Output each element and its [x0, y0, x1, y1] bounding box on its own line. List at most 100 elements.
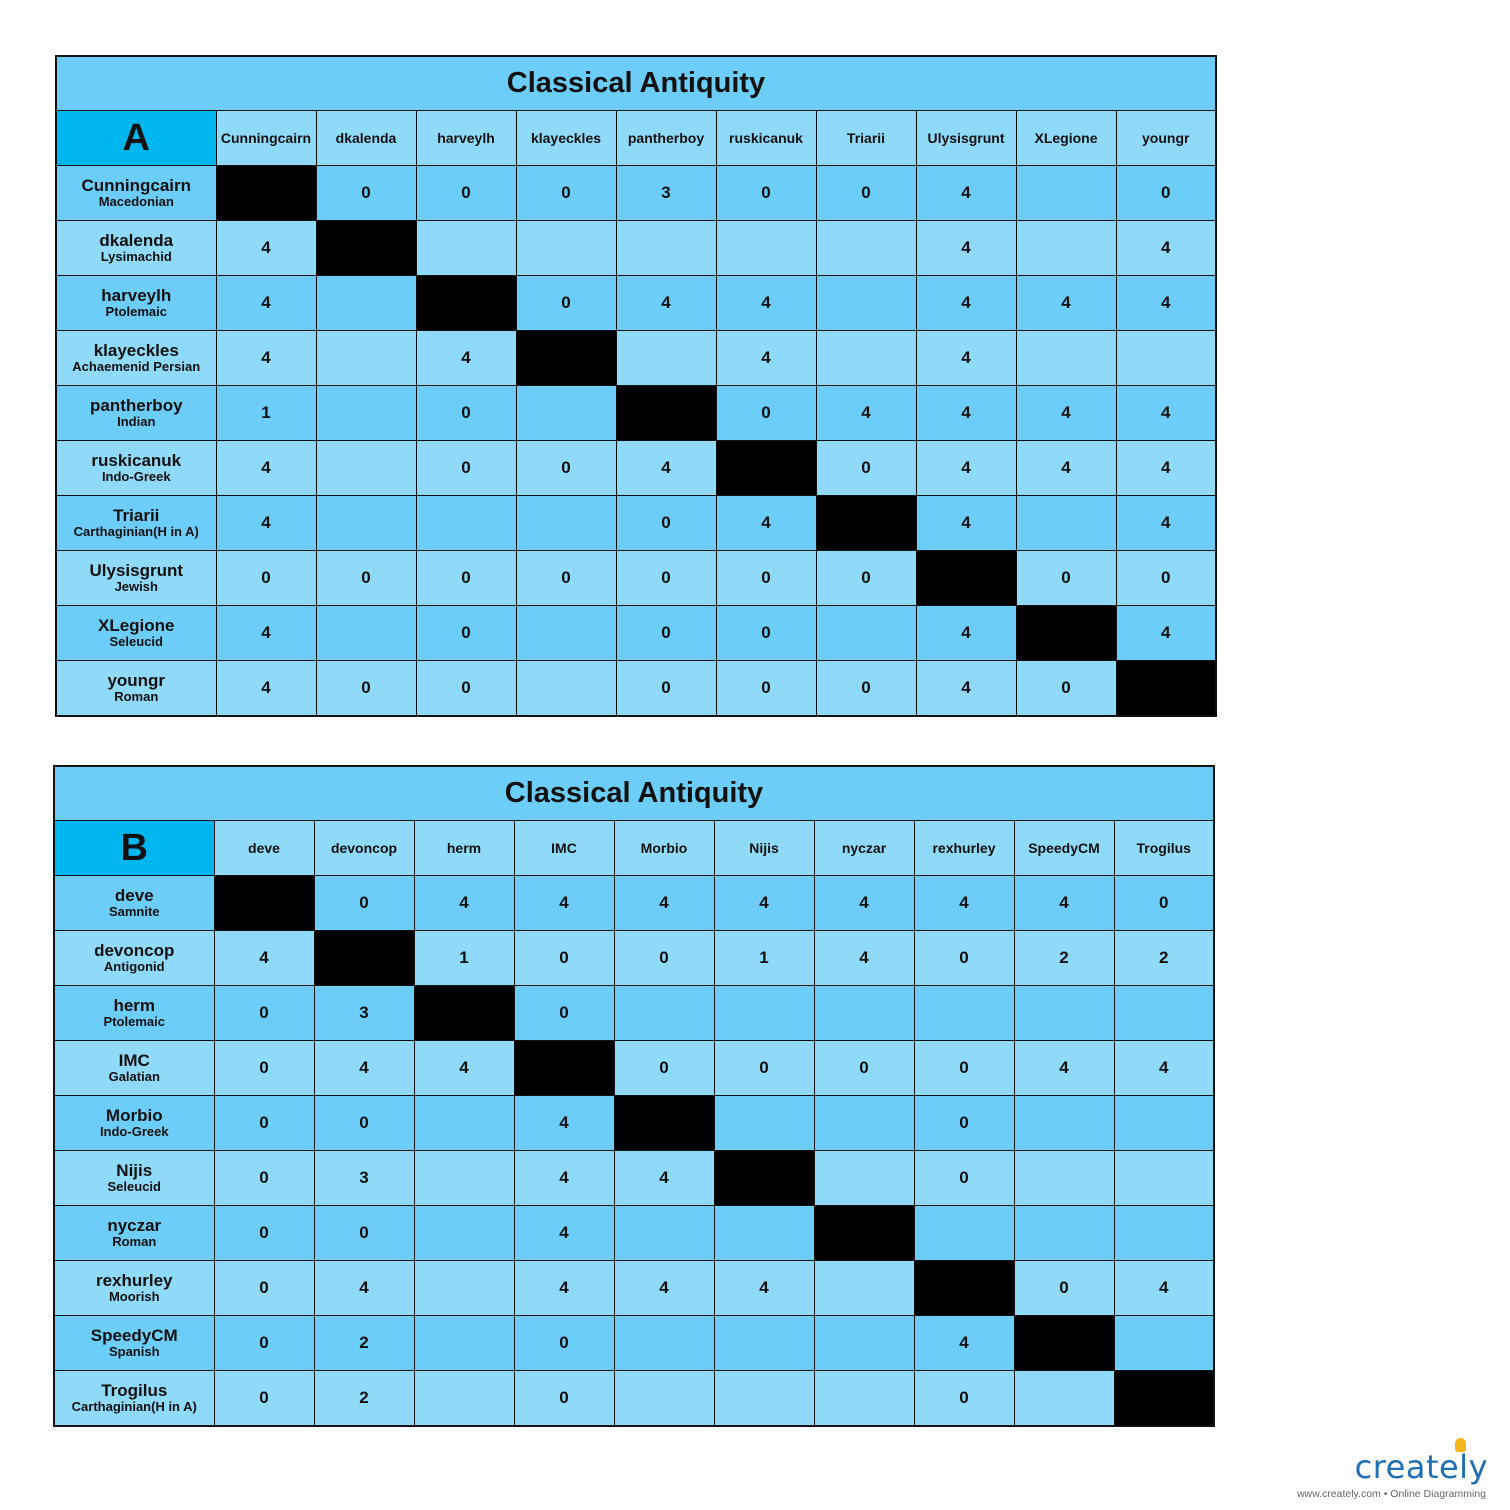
row-header: SpeedyCM Spanish	[53, 1315, 215, 1371]
score-cell: 0	[913, 1095, 1015, 1151]
logo-tagline: www.creately.com • Online Diagramming	[1296, 1488, 1486, 1500]
score-cell: 0	[213, 1095, 315, 1151]
column-header: harveylh	[415, 110, 517, 166]
score-cell: 0	[813, 1040, 915, 1096]
score-cell	[615, 220, 717, 276]
score-cell	[1113, 985, 1215, 1041]
row-header: dkalenda Lysimachid	[55, 220, 217, 276]
score-cell: 0	[913, 930, 1015, 986]
score-cell: 2	[1113, 930, 1215, 986]
table-row: deve Samnite 0 4 4 4 4 4 4 4 0	[53, 875, 1215, 931]
score-cell	[615, 330, 717, 386]
score-cell	[315, 605, 417, 661]
score-cell: 0	[515, 275, 617, 331]
score-cell: 4	[1013, 875, 1115, 931]
score-cell	[713, 1205, 815, 1261]
player-name: nyczar	[107, 1215, 162, 1235]
row-header: rexhurley Moorish	[53, 1260, 215, 1316]
diagonal-cell	[815, 495, 917, 551]
row-header: Ulysisgrunt Jewish	[55, 550, 217, 606]
player-name: IMC	[118, 1050, 150, 1070]
score-cell: 4	[915, 220, 1017, 276]
score-cell: 0	[815, 550, 917, 606]
score-cell: 3	[313, 1150, 415, 1206]
column-header: Trogilus	[1113, 820, 1215, 876]
player-name: dkalenda	[99, 230, 174, 250]
score-cell: 0	[713, 1040, 815, 1096]
column-header: SpeedyCM	[1013, 820, 1115, 876]
score-cell	[1113, 1205, 1215, 1261]
column-header: Ulysisgrunt	[915, 110, 1017, 166]
score-cell: 3	[615, 165, 717, 221]
score-cell: 0	[213, 1150, 315, 1206]
score-cell: 0	[715, 660, 817, 717]
score-cell: 4	[215, 605, 317, 661]
diagonal-cell	[413, 985, 515, 1041]
table-row: Ulysisgrunt Jewish 0 0 0 0 0 0 0 0 0	[55, 550, 1217, 606]
score-cell: 4	[1115, 275, 1217, 331]
score-cell: 4	[413, 1040, 515, 1096]
score-cell	[315, 495, 417, 551]
score-cell: 0	[313, 875, 415, 931]
faction-name: Roman	[114, 689, 159, 705]
score-cell: 0	[615, 550, 717, 606]
score-cell: 0	[415, 605, 517, 661]
score-cell: 0	[715, 550, 817, 606]
score-cell: 0	[315, 660, 417, 717]
score-cell: 4	[413, 875, 515, 931]
diagonal-cell	[1015, 605, 1117, 661]
score-cell	[413, 1260, 515, 1316]
score-cell: 4	[1115, 385, 1217, 441]
player-name: herm	[113, 995, 156, 1015]
score-cell: 0	[1115, 550, 1217, 606]
column-header: deve	[213, 820, 315, 876]
table-row: klayeckles Achaemenid Persian 4 4 4 4	[55, 330, 1217, 386]
score-cell: 0	[513, 985, 615, 1041]
table-row: pantherboy Indian 1 0 0 4 4 4 4	[55, 385, 1217, 441]
column-header: Triarii	[815, 110, 917, 166]
score-cell: 1	[215, 385, 317, 441]
score-cell: 0	[415, 660, 517, 717]
score-cell: 0	[1115, 165, 1217, 221]
score-cell: 0	[415, 550, 517, 606]
score-cell: 0	[313, 1095, 415, 1151]
diagonal-cell	[1113, 1370, 1215, 1427]
score-cell	[415, 220, 517, 276]
score-cell: 4	[1115, 220, 1217, 276]
group-label: B	[53, 820, 215, 876]
table-title: Classical Antiquity	[53, 765, 1215, 821]
score-cell: 0	[213, 1370, 315, 1427]
lightbulb-icon	[1455, 1438, 1466, 1452]
faction-name: Indian	[117, 414, 156, 430]
score-cell	[515, 220, 617, 276]
score-cell	[813, 985, 915, 1041]
faction-name: Indo-Greek	[101, 469, 171, 485]
column-header: Morbio	[613, 820, 715, 876]
score-cell	[1113, 1315, 1215, 1371]
score-cell	[813, 1095, 915, 1151]
row-header: Morbio Indo-Greek	[53, 1095, 215, 1151]
diagonal-cell	[613, 1095, 715, 1151]
faction-name: Roman	[112, 1234, 157, 1250]
score-cell: 4	[513, 875, 615, 931]
score-cell: 0	[213, 1260, 315, 1316]
player-name: rexhurley	[95, 1270, 173, 1290]
score-cell	[613, 1315, 715, 1371]
player-name: Cunningcairn	[81, 175, 192, 195]
diagonal-cell	[213, 875, 315, 931]
score-cell	[815, 605, 917, 661]
column-header: pantherboy	[615, 110, 717, 166]
score-cell: 4	[1115, 605, 1217, 661]
table-row: XLegione Seleucid 4 0 0 0 4 4	[55, 605, 1217, 661]
score-cell	[1015, 220, 1117, 276]
score-cell: 4	[915, 440, 1017, 496]
score-cell	[713, 1315, 815, 1371]
row-header: IMC Galatian	[53, 1040, 215, 1096]
score-cell: 4	[1115, 495, 1217, 551]
score-cell: 0	[513, 1315, 615, 1371]
diagonal-cell	[515, 330, 617, 386]
score-cell	[813, 1150, 915, 1206]
score-cell: 4	[915, 495, 1017, 551]
row-header: Nijis Seleucid	[53, 1150, 215, 1206]
